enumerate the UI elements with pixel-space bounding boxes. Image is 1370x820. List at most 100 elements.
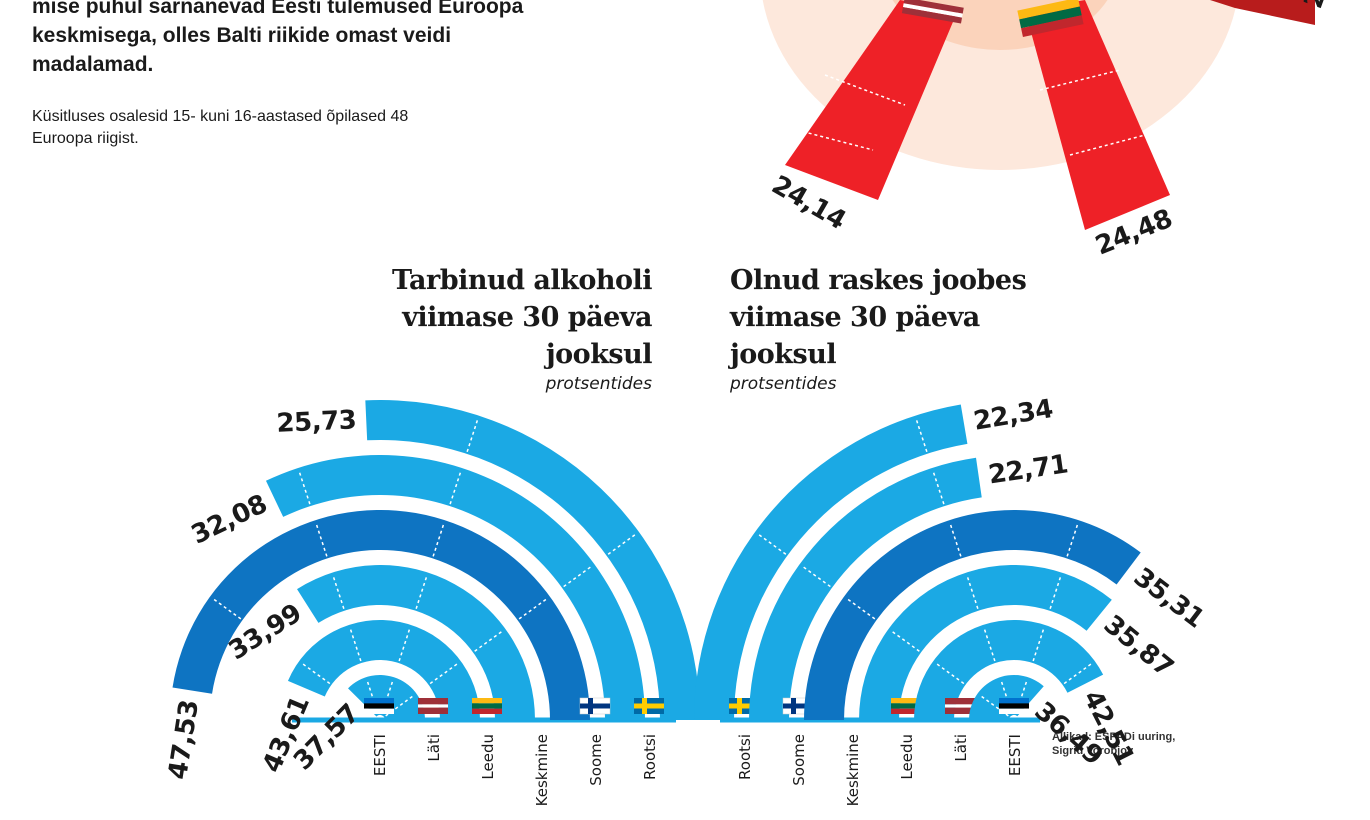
flag-stripe — [472, 703, 502, 709]
flag-stripe — [418, 704, 448, 708]
flag-stripe — [999, 708, 1029, 714]
value-label: 22,34 — [971, 394, 1055, 437]
value-label: 35,31 — [1128, 562, 1210, 634]
flag-icon — [634, 698, 664, 714]
chart-title-alcohol: Tarbinud alkoholi viimase 30 päeva jooks… — [330, 262, 653, 395]
arc-bar — [914, 620, 1104, 720]
flag-icon — [1017, 0, 1084, 37]
flag-cross — [580, 703, 610, 709]
arc-tick — [474, 629, 505, 652]
radial-bar — [785, 0, 958, 200]
flag-stripe — [364, 698, 394, 704]
arc-tick — [429, 661, 460, 685]
value-label: 22,71 — [987, 449, 1070, 490]
arc-bar — [297, 564, 535, 720]
chart-unit: protsentides — [545, 374, 652, 394]
flag-stripe — [999, 703, 1029, 709]
value-label: 35,87 — [1098, 610, 1179, 684]
category-label: Leedu — [479, 734, 497, 780]
arc-tick — [889, 629, 920, 652]
source-line: Allikad: ESPADi uuring, — [1052, 731, 1176, 743]
arc-tick — [845, 597, 876, 620]
arc-tick — [563, 564, 594, 588]
survey-note: Küsitluses osalesid 15- kuni 16-aastased… — [32, 108, 409, 147]
arc-tick — [934, 661, 965, 685]
arc-tick — [983, 626, 996, 662]
arc-tick — [349, 626, 362, 662]
flag-stripe — [1019, 6, 1082, 29]
flag-stripe — [891, 703, 921, 709]
arc-bar — [749, 457, 982, 720]
chart-title-line: Tarbinud alkoholi — [391, 265, 653, 296]
flag-stripe — [472, 708, 502, 714]
category-label: Läti — [425, 734, 443, 762]
arc-bar — [365, 400, 700, 720]
category-label: Keskmine — [533, 734, 551, 806]
arc-tick — [1032, 626, 1045, 662]
flag-stripe — [418, 707, 448, 714]
flag-stripe — [472, 698, 502, 704]
category-label: Keskmine — [844, 734, 862, 806]
category-label: Leedu — [898, 734, 916, 780]
arc-bar — [287, 620, 480, 720]
bar-tick — [824, 74, 906, 106]
flag-stripe — [945, 707, 975, 714]
flag-stripe — [902, 3, 963, 18]
flag-cross — [729, 703, 759, 709]
flag-stripe — [999, 698, 1029, 704]
arc-tick — [315, 521, 328, 557]
flag-icon — [364, 698, 394, 714]
arc-tick — [211, 597, 242, 620]
arc-tick — [466, 417, 479, 453]
flag-cross — [783, 703, 813, 709]
arc-bar — [804, 510, 1141, 720]
arc-tick — [1066, 521, 1079, 557]
category-label: Soome — [587, 734, 605, 786]
arc-tick — [999, 678, 1013, 714]
category-label: EESTI — [1006, 734, 1024, 776]
source-credit: Allikad: ESPADi uuring, Sigrid Vorobjov — [1052, 730, 1175, 758]
arc-tick — [978, 694, 1009, 717]
arc-tick — [1063, 661, 1094, 685]
arc-tick — [432, 521, 445, 557]
flag-stripe — [364, 703, 394, 709]
flag-icon — [945, 698, 975, 714]
flag-stripe — [1021, 15, 1084, 37]
flag-stripe — [945, 698, 975, 705]
chart-title-line: viimase 30 päeva — [402, 302, 652, 333]
binge-arc-chart: 22,34 Rootsi 22,71 Soome 35,31 Keskmine 35,87 L… — [694, 394, 1210, 806]
flag-icon — [999, 698, 1029, 714]
category-label: Läti — [952, 734, 970, 762]
arc-tick — [518, 597, 549, 620]
arc-tick — [607, 532, 638, 555]
arc-tick — [300, 661, 331, 685]
source-line: Sigrid Vorobjov — [1052, 745, 1134, 757]
bar-tick — [796, 129, 874, 151]
value-label: 25,73 — [276, 405, 357, 439]
flag-cross — [634, 703, 664, 709]
category-label: EESTI — [371, 734, 389, 776]
flag-icon — [579, 697, 611, 715]
arc-tick — [449, 469, 462, 505]
chart-title-binge: Olnud raskes joobes viimase 30 päeva joo… — [730, 262, 1070, 395]
flag-icon — [891, 698, 921, 714]
category-label: Soome — [790, 734, 808, 786]
arc-tick — [398, 626, 411, 662]
arc-tick — [332, 574, 345, 609]
intro-text: mise puhul sarnanevad Eesti tulemused Eu… — [32, 0, 524, 76]
arc-tick — [949, 521, 962, 557]
arc-bar — [859, 565, 1112, 720]
flag-stripe — [418, 698, 448, 705]
arc-tick — [800, 564, 831, 588]
arc-tick — [966, 574, 979, 609]
radial-bar — [1025, 0, 1170, 230]
arc-bar — [348, 674, 425, 720]
flag-stripe — [891, 698, 921, 704]
category-label: Rootsi — [641, 734, 659, 780]
flag-stripe — [945, 704, 975, 708]
chart-unit: protsentides — [730, 374, 837, 394]
radial-bar — [1210, 0, 1315, 25]
arc-tick — [1049, 574, 1062, 609]
